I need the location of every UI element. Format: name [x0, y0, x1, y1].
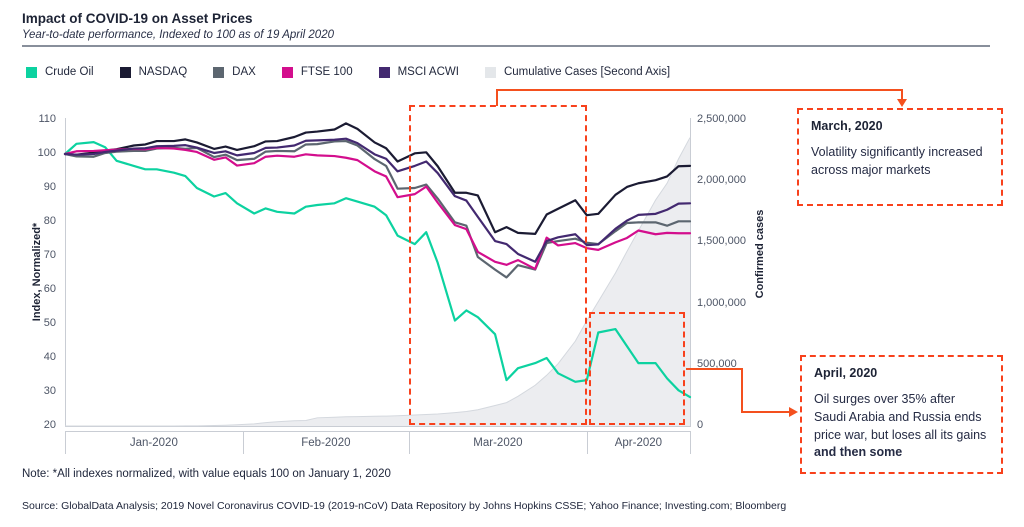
- cumulative-cases-area: [65, 137, 690, 427]
- march-connector-arrow-icon: [897, 99, 907, 107]
- april-annotation-title: April, 2020: [814, 366, 878, 380]
- legend-item: Cumulative Cases [Second Axis]: [484, 66, 671, 78]
- page-title: Impact of COVID-19 on Asset Prices: [22, 11, 253, 26]
- legend-item-label: Crude Oil: [45, 66, 94, 78]
- legend-item-label: FTSE 100: [300, 66, 353, 78]
- april-oil-region: [588, 312, 685, 425]
- chart-legend: Crude Oil NASDAQ DAX FTSE 100 MSCI ACWI Cumul…: [26, 66, 670, 78]
- legend-item: FTSE 100: [281, 66, 353, 78]
- x-axis-tick: [690, 431, 691, 454]
- x-axis-tick: [409, 431, 411, 454]
- x-axis-band-border: [65, 431, 691, 432]
- left-axis-tick-label: 60: [43, 283, 56, 295]
- x-axis-tick: [242, 431, 244, 454]
- left-axis-tick-label: 100: [37, 147, 56, 159]
- legend-swatch-icon: [213, 66, 225, 78]
- legend-item-label: MSCI ACWI: [397, 66, 459, 78]
- legend-swatch-icon: [119, 66, 131, 78]
- right-axis-tick-label: 1,000,000: [697, 296, 746, 309]
- legend-item: NASDAQ: [119, 66, 188, 78]
- legend-item-label: Cumulative Cases [Second Axis]: [503, 66, 671, 78]
- page-subtitle: Year-to-date performance, Indexed to 100…: [22, 29, 334, 41]
- right-axis-tick-label: 2,500,000: [697, 113, 746, 125]
- left-axis-tick-label: 70: [43, 249, 56, 261]
- header-divider: [22, 45, 990, 47]
- legend-swatch-icon: [378, 66, 390, 78]
- march-annotation-body: Volatility significantly increased acros…: [811, 145, 983, 177]
- x-axis-tick: [586, 431, 588, 454]
- right-axis-tick-label: 0: [697, 419, 704, 431]
- plot-bottom-border: [65, 426, 691, 427]
- april-annotation-card: April, 2020 Oil surges over 35% after Sa…: [800, 355, 1003, 474]
- april-connector-arrow-icon: [789, 407, 798, 417]
- right-axis-tick-label: 500,000: [697, 357, 737, 370]
- legend-item-label: NASDAQ: [138, 66, 188, 78]
- x-axis-tick: [65, 431, 66, 454]
- left-axis-tick-label: 90: [43, 181, 56, 193]
- left-axis-tick-label: 40: [43, 351, 56, 363]
- msci-acwi-line: [63, 137, 692, 263]
- source-line: Source: GlobalData Analysis; 2019 Novel …: [22, 500, 787, 512]
- x-axis-month-label: Jan-2020: [129, 437, 178, 449]
- march-annotation-card: March, 2020 Volatility significantly inc…: [797, 108, 1003, 206]
- left-axis-tick-label: 50: [43, 317, 56, 329]
- footnote: Note: *All indexes normalized, with valu…: [22, 468, 391, 480]
- legend-item: DAX: [213, 66, 256, 78]
- right-axis-tick-label: 2,000,000: [697, 174, 746, 187]
- nasdaq-line: [63, 122, 692, 235]
- legend-item: Crude Oil: [26, 66, 94, 78]
- left-axis-tick-label: 30: [43, 385, 56, 397]
- plot-left-border: [65, 118, 66, 426]
- ftse-100-line: [63, 146, 692, 271]
- april-annotation-body: Oil surges over 35% after Saudi Arabia a…: [814, 392, 987, 460]
- legend-item-label: DAX: [232, 66, 256, 78]
- legend-swatch-icon: [281, 66, 293, 78]
- march-annotation-title: March, 2020: [811, 119, 883, 133]
- plot-right-border: [690, 118, 691, 426]
- left-axis-tick-label: 110: [38, 113, 56, 125]
- april-connector-line: [686, 368, 790, 413]
- legend-swatch-icon: [26, 66, 37, 78]
- legend-item: MSCI ACWI: [378, 66, 459, 78]
- march-connector-line: [496, 89, 903, 106]
- left-axis-tick-label: 20: [43, 419, 56, 431]
- x-axis-month-label: Mar-2020: [473, 437, 523, 449]
- x-axis-month-label: Apr-2020: [614, 437, 663, 449]
- legend-swatch-icon: [484, 66, 496, 78]
- left-axis-tick-label: 80: [43, 215, 56, 227]
- x-axis-month-label: Feb-2020: [301, 437, 351, 449]
- right-axis-tick-label: 1,500,000: [697, 235, 746, 248]
